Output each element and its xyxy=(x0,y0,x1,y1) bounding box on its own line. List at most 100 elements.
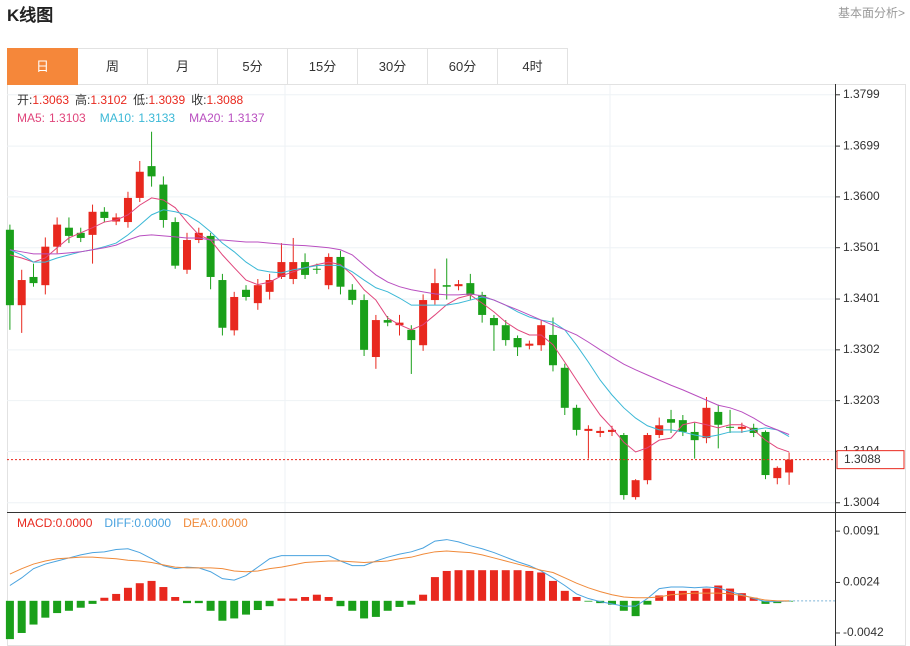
macd-bar xyxy=(348,600,357,611)
candle-body xyxy=(218,280,227,328)
candle-body xyxy=(360,300,369,350)
candle-body xyxy=(159,184,168,220)
macd-bar xyxy=(5,600,14,640)
candle-body xyxy=(41,246,50,286)
macd-bar xyxy=(608,600,617,605)
macd-bar xyxy=(112,593,121,601)
ma-legend: MA5: 1.3103 MA10: 1.3133 MA20: 1.3137 xyxy=(17,111,265,125)
macd-bar xyxy=(513,570,522,601)
macd-bar xyxy=(182,600,191,604)
macd-bar xyxy=(194,600,203,604)
macd-bar xyxy=(336,600,345,607)
y-tick-label: 1.3203 xyxy=(843,393,880,407)
candle-body xyxy=(171,222,180,266)
legend-name: DEA: xyxy=(183,516,211,530)
candle-body xyxy=(53,224,62,247)
macd-bar xyxy=(206,600,215,611)
y-tick-label: 1.3600 xyxy=(843,189,880,203)
macd-bar xyxy=(478,570,487,601)
page-title: K线图 xyxy=(7,6,54,25)
ma-line xyxy=(9,197,790,453)
candle-body xyxy=(395,322,404,326)
candle-body xyxy=(312,268,321,270)
y-tick-label: 1.3799 xyxy=(843,87,880,101)
candle-body xyxy=(489,318,498,326)
candle-body xyxy=(572,407,581,430)
macd-bar xyxy=(643,600,652,605)
macd-bar xyxy=(289,598,298,601)
candle-body xyxy=(419,300,428,346)
candle-body xyxy=(135,171,144,198)
candle-body xyxy=(773,467,782,479)
legend-value: 1.3137 xyxy=(228,111,265,125)
y-tick-label: 1.3004 xyxy=(843,495,880,509)
period-tab[interactable]: 日 xyxy=(7,48,78,85)
legend-value: 1.3103 xyxy=(49,111,86,125)
macd-bar xyxy=(383,600,392,611)
fundamental-link[interactable]: 基本面分析> xyxy=(837,6,905,20)
candle-body xyxy=(737,426,746,429)
period-tab[interactable]: 周 xyxy=(78,48,148,85)
candle-body xyxy=(596,430,605,433)
period-tab[interactable]: 15分 xyxy=(288,48,358,85)
macd-bar xyxy=(171,596,180,601)
period-tab[interactable]: 30分 xyxy=(358,48,428,85)
macd-bar xyxy=(537,572,546,601)
macd-bar xyxy=(489,570,498,601)
macd-bar xyxy=(749,597,758,601)
candle-body xyxy=(442,285,451,287)
period-tab[interactable]: 60分 xyxy=(428,48,498,85)
macd-bar xyxy=(726,588,735,601)
macd-bar xyxy=(242,600,251,615)
period-tabs: 日周月 5分 15分 30分 60分 4时 xyxy=(7,48,568,85)
candle-body xyxy=(371,320,380,358)
macd-bar xyxy=(76,600,85,608)
candle-body xyxy=(631,480,640,498)
candle-body xyxy=(29,276,38,284)
candle-body xyxy=(454,284,463,287)
candle-body xyxy=(548,334,557,366)
macd-bar xyxy=(525,570,534,601)
macd-bar xyxy=(301,596,310,601)
period-tab[interactable]: 5分 xyxy=(218,48,288,85)
macd-bar xyxy=(395,600,404,607)
period-tab[interactable]: 4时 xyxy=(498,48,568,85)
macd-bar xyxy=(761,600,770,604)
macd-bar xyxy=(548,580,557,601)
macd-bar xyxy=(64,600,73,611)
ma-line xyxy=(9,234,790,435)
y-tick-label: 1.3699 xyxy=(843,138,880,152)
y-tick-label: 1.3302 xyxy=(843,342,880,356)
candle-body xyxy=(206,235,215,277)
macd-bar xyxy=(312,594,321,601)
period-tab[interactable]: 月 xyxy=(148,48,218,85)
candle-body xyxy=(17,280,26,306)
legend-name: MA10: xyxy=(100,111,135,125)
macd-bar xyxy=(430,577,439,601)
legend-name: MA20: xyxy=(189,111,224,125)
candle-body xyxy=(726,426,735,428)
macd-bar xyxy=(442,570,451,601)
macd-bar xyxy=(135,583,144,601)
legend-value: 0.0000 xyxy=(134,516,171,530)
macd-line xyxy=(9,539,790,607)
candle-body xyxy=(88,211,97,235)
macd-bar xyxy=(584,600,593,602)
candle-body xyxy=(336,256,345,287)
candle-body xyxy=(430,283,439,301)
macd-bar xyxy=(147,580,156,601)
macd-bar xyxy=(53,600,62,614)
candle-body xyxy=(690,431,699,441)
candle-body xyxy=(289,262,298,280)
ohlc-name: 低: xyxy=(133,93,148,107)
candle-body xyxy=(643,435,652,481)
macd-bar xyxy=(41,600,50,618)
candle-body xyxy=(123,197,132,223)
candle-body xyxy=(100,211,109,218)
macd-bar xyxy=(419,594,428,601)
candle-body xyxy=(513,338,522,348)
candle-body xyxy=(76,232,85,238)
macd-bar xyxy=(17,600,26,633)
